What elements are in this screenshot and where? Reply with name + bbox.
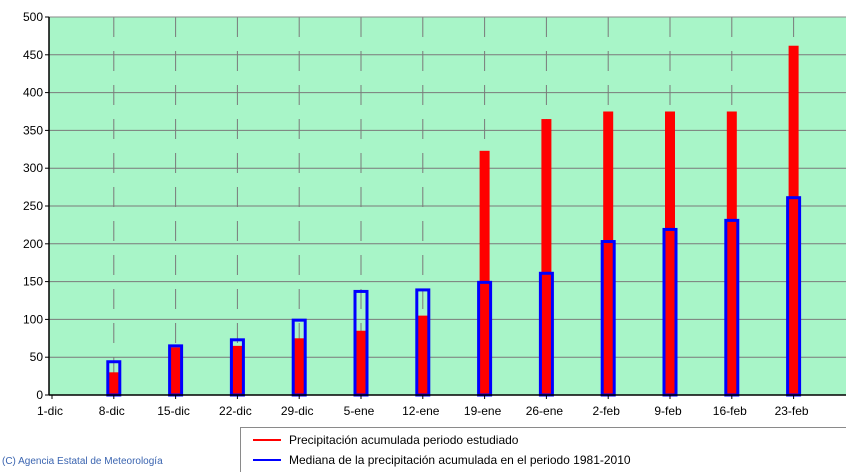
x-tick-label: 23-feb <box>775 404 809 418</box>
legend-swatch-red <box>253 439 281 441</box>
bar-precipitation <box>603 111 614 395</box>
legend-item-precipitation: Precipitación acumulada periodo estudiad… <box>241 430 518 450</box>
x-tick-label: 5-ene <box>344 404 375 418</box>
bar-precipitation <box>788 45 799 396</box>
legend-label-median: Mediana de la precipitación acumulada en… <box>289 453 631 467</box>
copyright-text: (C) Agencia Estatal de Meteorología <box>2 456 163 467</box>
bar-precipitation <box>232 345 243 395</box>
x-tick-label: 9-feb <box>654 404 682 418</box>
x-tick-label: 22-dic <box>219 404 252 418</box>
legend: Precipitación acumulada periodo estudiad… <box>240 427 846 472</box>
bar-precipitation <box>170 347 181 395</box>
bar-precipitation <box>417 315 428 395</box>
bar-precipitation <box>294 338 305 395</box>
bar-precipitation <box>541 119 552 395</box>
x-tick-label: 16-feb <box>713 404 747 418</box>
y-tick-label: 350 <box>23 123 43 137</box>
y-tick-label: 50 <box>30 350 44 364</box>
legend-label-precipitation: Precipitación acumulada periodo estudiad… <box>289 433 519 447</box>
y-tick-label: 0 <box>36 388 43 402</box>
y-tick-label: 200 <box>23 237 43 251</box>
bar-precipitation <box>108 372 119 395</box>
bar-precipitation <box>665 111 675 395</box>
bars-group <box>106 45 802 397</box>
y-tick-label: 250 <box>23 199 43 213</box>
y-tick-label: 300 <box>23 161 43 175</box>
y-tick-label: 400 <box>23 86 43 100</box>
legend-item-median: Mediana de la precipitación acumulada en… <box>241 450 631 470</box>
bar-precipitation <box>726 111 737 395</box>
x-tick-label: 19-ene <box>464 404 502 418</box>
y-axis-ticks: 0 50 100 150 200 250 300 350 400 450 500 <box>23 10 49 402</box>
x-tick-label: 26-ene <box>526 404 564 418</box>
y-tick-label: 450 <box>23 48 43 62</box>
x-tick-label: 2-feb <box>593 404 621 418</box>
x-tick-label: 29-dic <box>281 404 314 418</box>
x-tick-label: 12-ene <box>402 404 440 418</box>
bar-precipitation <box>356 330 366 395</box>
y-tick-label: 500 <box>23 10 43 24</box>
x-tick-label: 1-dic <box>37 404 63 418</box>
precipitation-chart: 0 50 100 150 200 250 300 350 400 450 500 1-dic 8-di… <box>23 10 846 418</box>
y-tick-label: 150 <box>23 275 43 289</box>
y-tick-label: 100 <box>23 312 43 326</box>
x-tick-label: 15-dic <box>157 404 190 418</box>
x-axis-ticks: 1-dic 8-dic 15-dic 22-dic 29-dic 5-ene 12-ene 1… <box>37 395 809 418</box>
x-tick-label: 8-dic <box>99 404 125 418</box>
bar-precipitation <box>479 150 490 395</box>
legend-swatch-blue <box>253 459 281 461</box>
